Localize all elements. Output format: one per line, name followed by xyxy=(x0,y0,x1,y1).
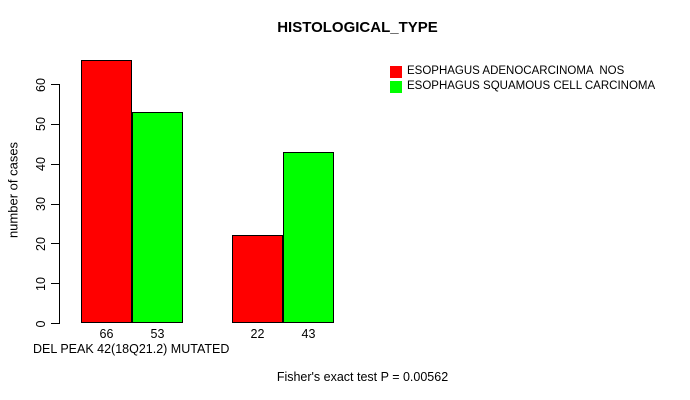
chart-title: HISTOLOGICAL_TYPE xyxy=(277,19,438,36)
y-axis-line xyxy=(59,84,60,324)
legend: ESOPHAGUS ADENOCARCINOMA NOS ESOPHAGUS SQ… xyxy=(390,65,655,93)
y-axis-tick xyxy=(51,283,59,285)
y-axis-tick xyxy=(51,323,59,324)
x-axis-label: DEL PEAK 42(18Q21.2) MUTATED xyxy=(33,342,230,356)
y-axis-tick xyxy=(51,84,59,85)
legend-swatch-red xyxy=(390,65,402,78)
legend-item-2: ESOPHAGUS SQUAMOUS CELL CARCINOMA xyxy=(390,80,655,93)
bar-value-label: 53 xyxy=(150,327,165,341)
y-tick-label: 50 xyxy=(33,117,48,132)
legend-label: ESOPHAGUS SQUAMOUS CELL CARCINOMA xyxy=(407,79,656,92)
legend-swatch-green xyxy=(390,80,402,93)
bar-green-group2 xyxy=(283,151,334,323)
y-axis-tick xyxy=(51,203,59,205)
legend-item-1: ESOPHAGUS ADENOCARCINOMA NOS xyxy=(390,65,655,78)
y-axis-tick xyxy=(51,123,59,125)
bar-value-label: 43 xyxy=(301,327,316,341)
y-axis-tick xyxy=(51,243,59,245)
y-tick-label: 0 xyxy=(33,320,48,327)
y-tick-label: 40 xyxy=(33,157,48,172)
bar-red-group1 xyxy=(81,60,132,323)
bar-green-group1 xyxy=(132,111,183,323)
y-tick-label: 30 xyxy=(33,197,48,211)
fisher-test-annotation: Fisher's exact test P = 0.00562 xyxy=(276,370,449,384)
y-axis-label: number of cases xyxy=(5,141,21,239)
bar-value-label: 66 xyxy=(99,327,114,341)
y-axis-tick xyxy=(51,163,59,165)
legend-label: ESOPHAGUS ADENOCARCINOMA NOS xyxy=(407,64,625,77)
y-tick-label: 10 xyxy=(33,276,48,291)
y-tick-label: 20 xyxy=(33,236,48,251)
y-tick-label: 60 xyxy=(33,77,48,92)
bar-red-group2 xyxy=(232,235,283,323)
bar-value-label: 22 xyxy=(250,327,265,341)
